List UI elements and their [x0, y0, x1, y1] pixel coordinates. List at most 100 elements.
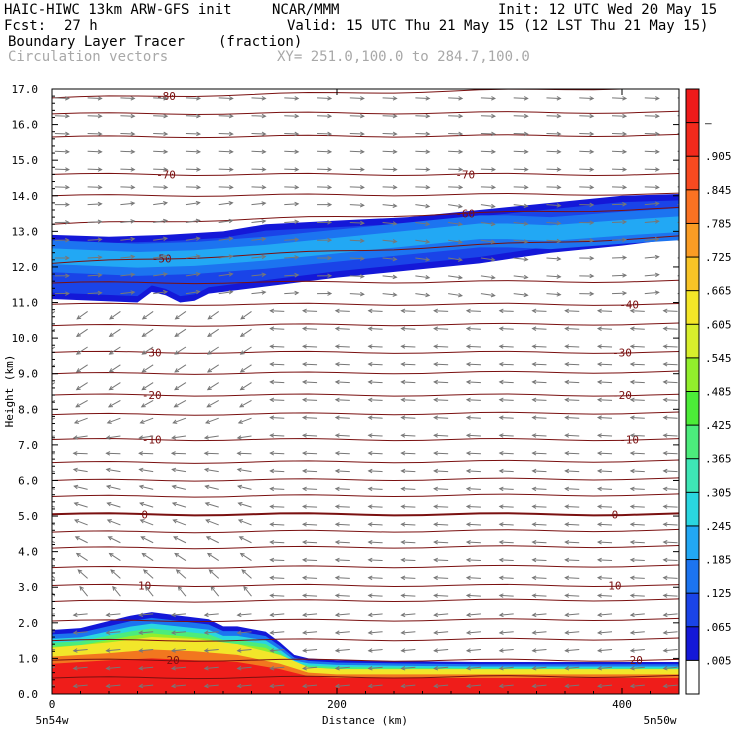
vector-arrowhead [73, 419, 79, 424]
vector-arrowhead [72, 451, 78, 456]
vector-arrowhead [269, 415, 275, 420]
vector-arrowhead [367, 326, 373, 331]
circulation-vector [499, 345, 514, 348]
circulation-vector [598, 434, 613, 437]
y-tick-label: 4.0 [18, 546, 38, 559]
circulation-vector [466, 399, 481, 401]
vector-arrowhead [425, 185, 431, 190]
vector-arrowhead [622, 201, 628, 207]
vector-arrowhead [302, 630, 308, 635]
circulation-vector [112, 586, 121, 597]
vector-arrowhead [662, 665, 668, 671]
circulation-vector [598, 541, 613, 544]
circulation-vector [349, 168, 364, 171]
vector-arrowhead [556, 238, 562, 244]
circulation-vector [270, 452, 285, 455]
vector-arrowhead [130, 272, 136, 277]
vector-arrowhead [228, 272, 234, 277]
vector-arrowhead [44, 553, 48, 556]
circulation-vector [612, 168, 627, 171]
colorbar-label: .005 [705, 654, 732, 667]
vector-arrowhead [302, 648, 308, 653]
circulation-vector [205, 519, 219, 526]
colorbar-label: .065 [705, 621, 732, 634]
circulation-vector [415, 257, 430, 261]
circulation-vector [218, 220, 233, 223]
circulation-vector [415, 293, 430, 296]
vector-arrowhead [531, 504, 537, 509]
circulation-vector [54, 97, 69, 99]
colorbar-swatch [686, 458, 699, 493]
circulation-vector [368, 559, 383, 562]
vector-arrowhead [359, 167, 365, 172]
vector-arrowhead [596, 362, 602, 367]
circulation-vector [303, 381, 318, 384]
vector-arrowhead [629, 308, 635, 314]
circulation-vector [663, 594, 678, 597]
vector-arrowhead [228, 96, 234, 101]
circulation-vector [532, 541, 547, 544]
vector-arrowhead [392, 149, 398, 154]
vector-arrowhead [142, 569, 148, 574]
vector-arrowhead [228, 113, 234, 119]
y-tick-label: 7.0 [18, 439, 38, 452]
vector-arrowhead [400, 450, 406, 456]
vector-arrowhead [170, 648, 176, 653]
vector-arrowhead [523, 131, 529, 137]
vector-arrowhead [269, 433, 275, 438]
circulation-vector [76, 328, 88, 337]
vector-arrowhead [261, 290, 267, 295]
vector-arrowhead [76, 315, 82, 320]
vector-arrowhead [203, 612, 209, 618]
vector-arrowhead [301, 575, 307, 581]
circulation-vector [74, 485, 88, 490]
y-tick-label: 11.0 [12, 297, 39, 310]
isotherm-line [52, 89, 633, 99]
circulation-vector [209, 569, 220, 579]
vector-arrowhead [269, 630, 275, 635]
vector-arrowhead [400, 593, 406, 598]
vector-arrowhead [294, 201, 300, 207]
vector-arrowhead [531, 326, 537, 331]
vector-arrowhead [294, 96, 300, 101]
vector-arrowhead [302, 665, 308, 671]
circulation-vector [108, 399, 121, 408]
vector-arrowhead [400, 504, 406, 509]
circulation-vector [106, 485, 121, 490]
circulation-vector [546, 239, 561, 242]
vector-arrowhead [433, 379, 439, 385]
colorbar-label: – [705, 117, 712, 130]
vector-arrowhead [196, 131, 202, 137]
vector-arrowhead [457, 239, 464, 245]
vector-arrowhead [564, 450, 570, 456]
vector-arrowhead [334, 630, 340, 635]
vector-arrowhead [138, 630, 144, 635]
vector-arrowhead [107, 403, 113, 408]
circulation-vector [143, 569, 154, 579]
colorbar-swatch [686, 189, 699, 224]
vector-arrowhead [629, 468, 635, 474]
circulation-vector [612, 239, 627, 241]
circulation-vector [612, 203, 627, 206]
circulation-vector [513, 257, 528, 261]
circulation-vector [284, 186, 299, 188]
colorbar-swatch [686, 391, 699, 426]
vector-arrowhead [531, 379, 537, 385]
vector-arrowhead [204, 501, 210, 507]
circulation-vector [368, 328, 383, 330]
vector-arrowhead [174, 350, 180, 355]
isotherm-line [52, 637, 679, 642]
vector-arrowhead [400, 522, 406, 527]
circulation-vector [109, 364, 121, 373]
circulation-vector [243, 586, 252, 597]
circulation-vector [368, 399, 383, 401]
vector-arrowhead [206, 552, 212, 558]
circulation-vector [218, 168, 233, 171]
vector-arrowhead [269, 665, 275, 671]
vector-arrowhead [203, 435, 209, 440]
circulation-vector [109, 328, 121, 337]
vector-arrowhead [564, 539, 570, 545]
circulation-vector [177, 586, 187, 597]
circulation-vector [303, 523, 318, 526]
circulation-vector [174, 399, 187, 408]
